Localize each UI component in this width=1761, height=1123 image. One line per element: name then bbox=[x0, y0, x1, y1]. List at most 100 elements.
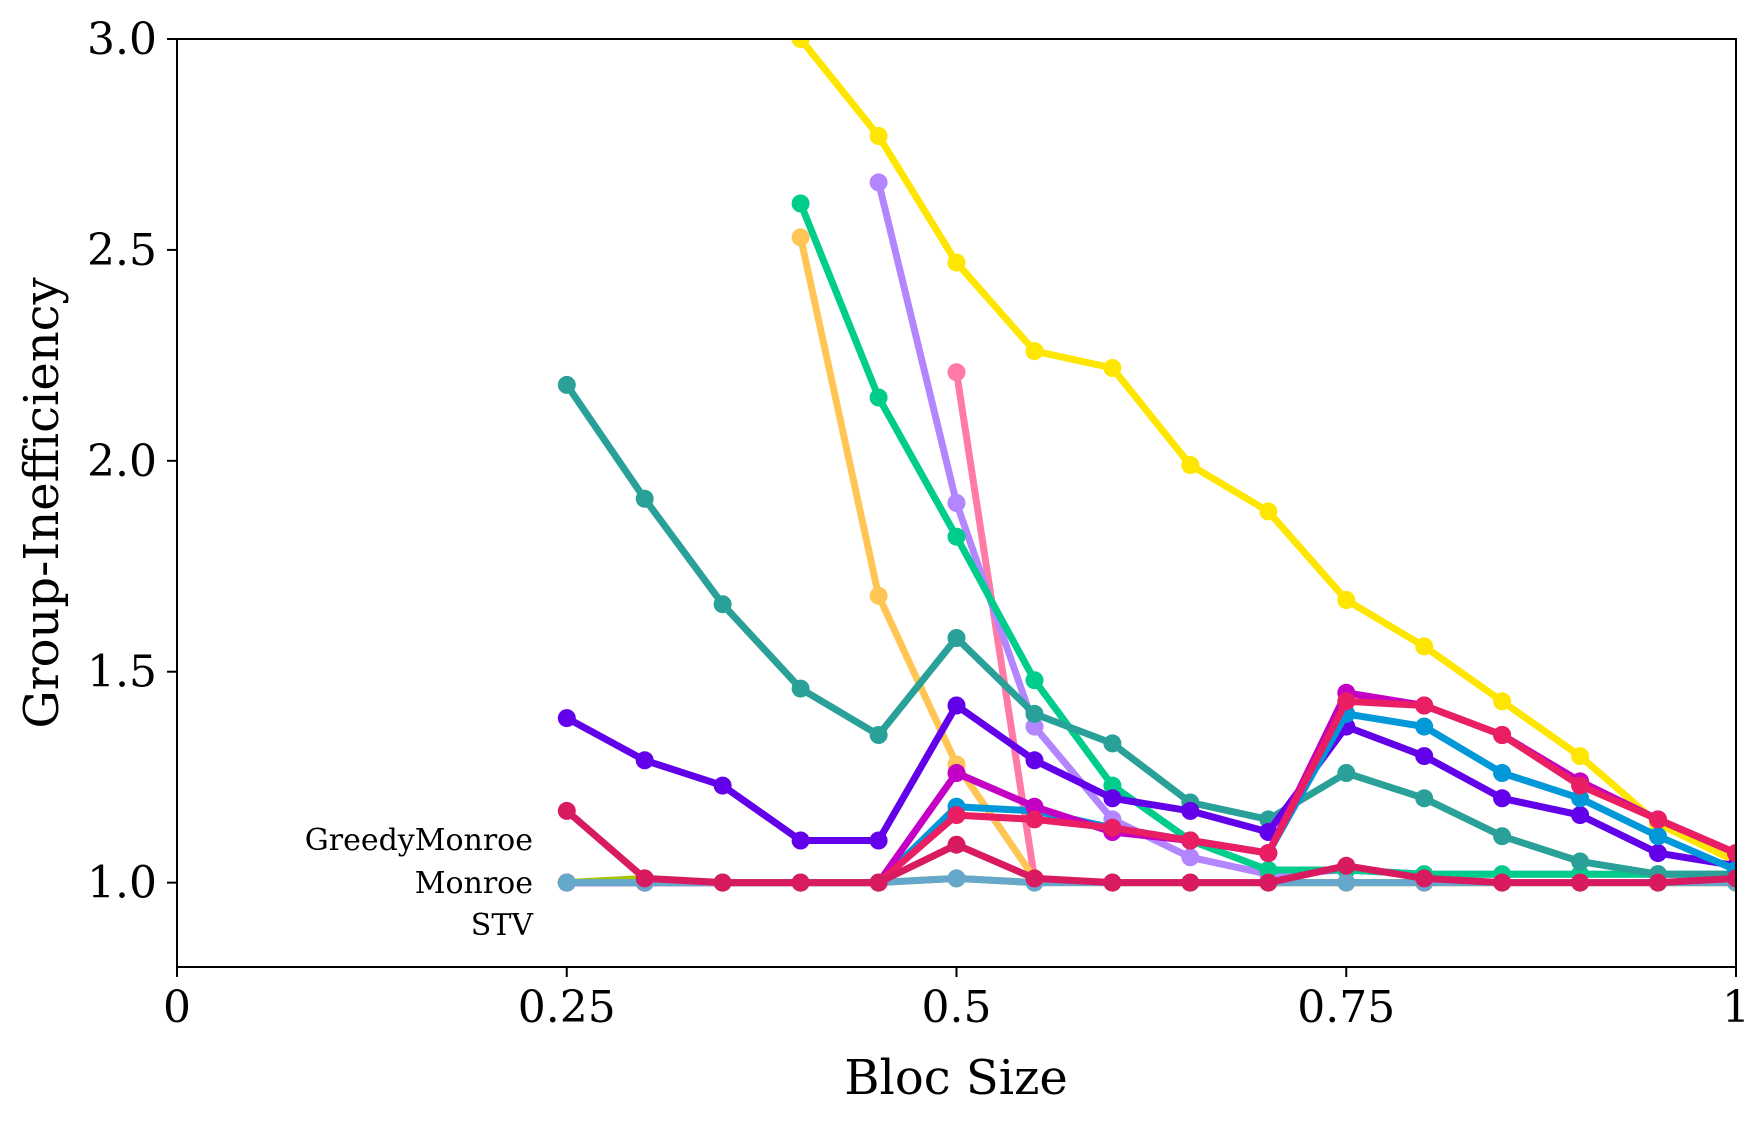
data-point bbox=[1493, 873, 1512, 892]
data-point bbox=[1415, 696, 1434, 715]
data-point bbox=[1103, 818, 1122, 837]
data-point bbox=[1103, 873, 1122, 892]
data-point bbox=[1493, 726, 1512, 744]
data-point bbox=[1571, 747, 1590, 766]
series-line bbox=[563, 381, 1736, 878]
data-point bbox=[1415, 717, 1434, 736]
x-tick-label: 1 bbox=[1722, 982, 1750, 1033]
annotation-label: Monroe bbox=[415, 866, 533, 901]
data-point bbox=[1181, 873, 1200, 892]
data-point bbox=[557, 801, 576, 820]
series-1 bbox=[791, 39, 1736, 871]
data-point bbox=[1025, 751, 1044, 770]
y-tick-label: 2.5 bbox=[87, 225, 157, 276]
data-point bbox=[1571, 873, 1590, 892]
data-point bbox=[635, 489, 654, 508]
x-tick-label: 0.75 bbox=[1297, 982, 1395, 1033]
data-point bbox=[1649, 844, 1667, 863]
y-tick-label: 2.0 bbox=[87, 436, 157, 487]
annotation-label: STV bbox=[471, 908, 535, 943]
data-point bbox=[1415, 869, 1434, 888]
data-point bbox=[1025, 671, 1044, 690]
data-point bbox=[1493, 827, 1512, 846]
data-point bbox=[1103, 776, 1122, 795]
data-point bbox=[869, 127, 888, 145]
data-point bbox=[791, 228, 810, 247]
data-point bbox=[713, 873, 732, 892]
annotation-label: GreedyMonroe bbox=[305, 823, 533, 858]
x-tick-label: 0.5 bbox=[922, 982, 992, 1033]
data-point bbox=[869, 173, 888, 192]
data-point bbox=[1025, 342, 1044, 361]
data-point bbox=[1337, 692, 1356, 711]
data-point bbox=[1259, 873, 1278, 892]
data-point bbox=[1181, 831, 1200, 850]
annotation-layer: GreedyMonroe Monroe STV bbox=[305, 823, 535, 943]
data-point bbox=[947, 494, 966, 512]
data-point bbox=[1259, 861, 1278, 879]
data-point bbox=[1025, 869, 1044, 888]
ticks-layer: 0 0.25 0.5 0.75 1 1.0 1.5 2.0 2.5 3.0 bbox=[87, 14, 1750, 1033]
data-point bbox=[713, 595, 732, 614]
data-point bbox=[1025, 810, 1044, 829]
data-point bbox=[1649, 827, 1667, 846]
data-point bbox=[791, 194, 810, 213]
data-point bbox=[869, 873, 888, 892]
data-point bbox=[947, 696, 966, 715]
data-point bbox=[1337, 591, 1356, 609]
data-point bbox=[1571, 789, 1590, 808]
data-point bbox=[791, 39, 810, 48]
data-point bbox=[947, 835, 966, 854]
series-4 bbox=[791, 194, 1736, 884]
data-point bbox=[1415, 789, 1434, 808]
data-point bbox=[791, 873, 810, 892]
data-point bbox=[1259, 502, 1278, 521]
data-point bbox=[1727, 844, 1736, 863]
data-point bbox=[791, 679, 810, 698]
data-point bbox=[1181, 848, 1200, 867]
y-tick-label: 1.0 bbox=[87, 858, 157, 909]
data-point bbox=[1025, 704, 1044, 723]
series-line bbox=[563, 807, 1736, 887]
data-point bbox=[1571, 776, 1590, 795]
x-tick-label: 0.25 bbox=[518, 982, 616, 1033]
data-point bbox=[1415, 637, 1434, 656]
data-point bbox=[1181, 456, 1200, 474]
data-point bbox=[1025, 717, 1044, 736]
data-point bbox=[1103, 359, 1122, 377]
data-point bbox=[1649, 810, 1667, 829]
data-point bbox=[947, 764, 966, 782]
series-7 bbox=[557, 696, 1736, 875]
data-point bbox=[1493, 789, 1512, 808]
data-point bbox=[947, 253, 966, 272]
data-point bbox=[713, 776, 732, 795]
y-tick-label: 3.0 bbox=[87, 14, 157, 65]
data-point bbox=[1337, 856, 1356, 875]
data-point bbox=[869, 586, 888, 605]
data-point bbox=[1337, 764, 1356, 782]
data-point bbox=[1415, 747, 1434, 766]
data-point bbox=[1727, 869, 1736, 888]
data-point bbox=[557, 709, 576, 728]
data-point bbox=[947, 806, 966, 825]
data-point bbox=[1181, 801, 1200, 820]
data-point bbox=[1571, 806, 1590, 825]
data-point bbox=[1649, 873, 1667, 892]
data-point bbox=[1025, 797, 1044, 816]
data-point bbox=[557, 873, 576, 892]
x-axis-title: Bloc Size bbox=[844, 1050, 1068, 1106]
x-tick-label: 0 bbox=[163, 982, 191, 1033]
series-2 bbox=[947, 363, 1736, 892]
y-tick-label: 1.5 bbox=[87, 647, 157, 698]
series-layer bbox=[557, 39, 1736, 892]
data-point bbox=[1103, 789, 1122, 808]
y-axis-title: Group-Inefficiency bbox=[14, 277, 70, 728]
data-point bbox=[869, 388, 888, 407]
data-point bbox=[1259, 844, 1278, 863]
data-point bbox=[1571, 852, 1590, 871]
series-13 bbox=[557, 801, 1736, 892]
data-point bbox=[869, 726, 888, 744]
data-point bbox=[947, 527, 966, 546]
